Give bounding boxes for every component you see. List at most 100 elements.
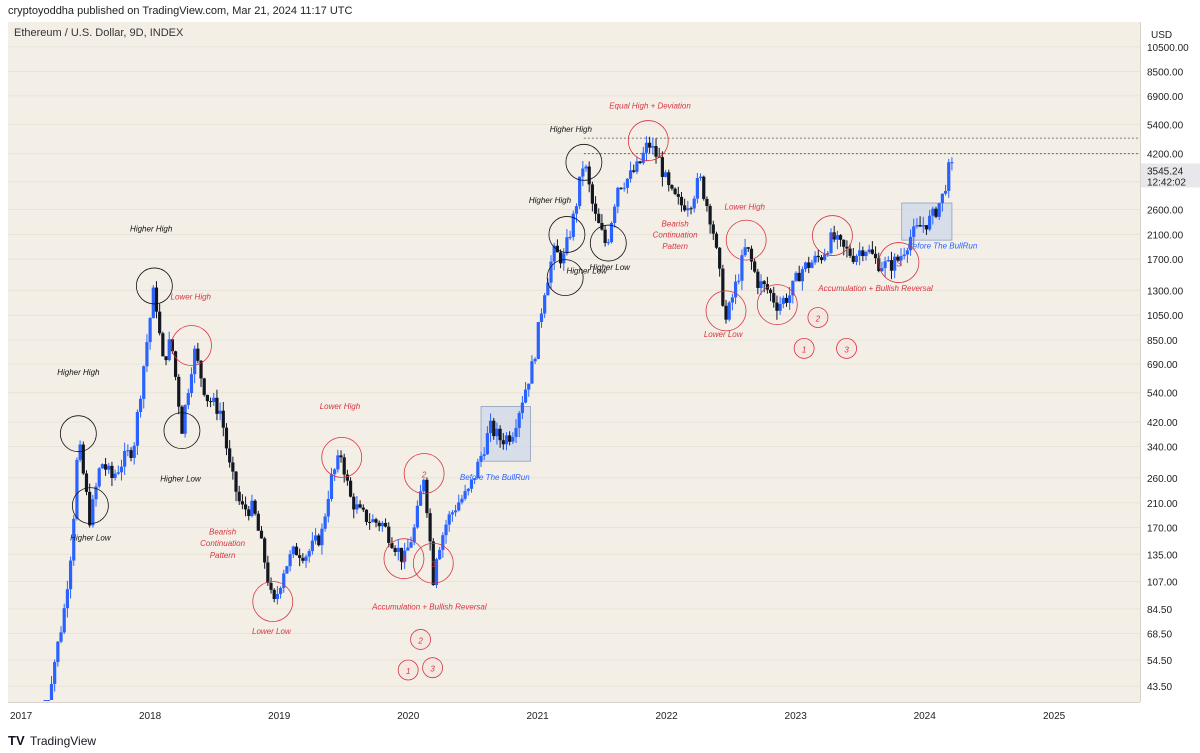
candle-body xyxy=(940,193,944,204)
candle-body xyxy=(613,206,617,223)
pivot-circle xyxy=(812,215,853,256)
candle-body xyxy=(234,471,238,492)
price-tick-label: 135.00 xyxy=(1147,550,1178,561)
annotation-label: Accumulation + Bullish Reversal xyxy=(371,603,487,612)
pattern-step-circle xyxy=(410,629,431,650)
candle-body xyxy=(816,255,820,258)
candle-body xyxy=(126,450,130,452)
candle-body xyxy=(899,256,903,261)
candle-body xyxy=(259,530,264,539)
candle-body xyxy=(78,444,82,460)
candle-body xyxy=(851,255,855,262)
pivot-circle xyxy=(878,242,920,283)
candle-body xyxy=(145,342,149,367)
candle-body xyxy=(679,196,684,206)
candle-body xyxy=(278,587,283,594)
candle-body xyxy=(571,213,575,237)
candle-body xyxy=(943,190,948,194)
candle-body xyxy=(931,208,935,216)
candle-body xyxy=(383,522,388,527)
candle-body xyxy=(819,257,824,261)
candle-body xyxy=(224,427,229,449)
pivot-circle xyxy=(59,415,97,453)
chart-pane[interactable]: 1 2 3 2 3 1 2 3 1 2 3 Higher High Higher Low Higher H… xyxy=(8,22,1140,702)
chart-canvas[interactable]: 1 2 3 2 3 1 2 3 1 2 3 Higher High Higher Low Higher H… xyxy=(8,22,1140,702)
candle-body xyxy=(285,566,289,574)
price-tick-label: 107.00 xyxy=(1147,577,1178,588)
candle-body xyxy=(622,187,626,189)
candle-body xyxy=(543,295,547,314)
candle-body xyxy=(336,455,340,470)
candle-body xyxy=(832,232,836,240)
price-tick-label: 10500.00 xyxy=(1147,43,1189,54)
candle-body xyxy=(950,162,954,164)
candle-body xyxy=(457,502,461,511)
candle-body xyxy=(342,457,346,475)
time-tick-label: 2017 xyxy=(10,711,33,722)
candle-body xyxy=(838,235,843,240)
pattern-step-label: 2 xyxy=(815,314,821,323)
candle-body xyxy=(358,504,362,508)
candle-body xyxy=(886,260,890,262)
annotation-label: Before The BullRun xyxy=(460,473,530,482)
candle-body xyxy=(673,188,677,195)
candle-body xyxy=(695,178,699,199)
annotation-label: Higher High xyxy=(550,125,593,134)
candle-body xyxy=(835,235,839,240)
tradingview-logo-icon[interactable]: TV xyxy=(8,733,25,748)
candle-body xyxy=(431,541,435,586)
price-tick-label: 43.50 xyxy=(1147,682,1172,693)
candle-body xyxy=(463,491,467,499)
candle-body xyxy=(498,428,502,441)
candle-body xyxy=(294,546,299,556)
annotation-label: Lower Low xyxy=(704,330,744,339)
candle-body xyxy=(393,548,397,552)
candle-body xyxy=(476,461,480,479)
candle-body xyxy=(228,448,232,463)
price-tick-label: 6900.00 xyxy=(1147,92,1184,103)
candle-body xyxy=(72,518,76,561)
pivot-circle xyxy=(627,120,669,161)
candle-body xyxy=(75,459,79,519)
candle-body xyxy=(390,542,394,549)
price-axis[interactable]: USD 10500.00 8500.00 6900.00 5400.00 4200.00 3… xyxy=(1140,22,1200,702)
candle-body xyxy=(151,287,155,319)
candle-body xyxy=(154,287,159,312)
candle-body xyxy=(501,440,505,445)
candle-body xyxy=(670,185,674,189)
candle-body xyxy=(921,225,925,227)
pivot-number-label: 3 xyxy=(897,260,902,269)
candle-body xyxy=(173,351,178,377)
pivot-circle xyxy=(546,259,584,297)
candle-body xyxy=(508,435,512,442)
pivot-circle xyxy=(135,267,173,305)
candle-body xyxy=(49,683,54,700)
candle-body xyxy=(775,302,779,311)
price-tick-label: 1050.00 xyxy=(1147,311,1184,322)
candle-body xyxy=(842,239,846,247)
footer-bar: TV TradingView xyxy=(0,726,1200,753)
candle-body xyxy=(441,535,445,550)
brand-name: TradingView xyxy=(30,734,97,748)
candle-body xyxy=(298,555,302,558)
candle-body xyxy=(746,247,750,249)
candle-body xyxy=(387,526,391,543)
candle-body xyxy=(908,236,913,251)
candle-body xyxy=(893,256,897,271)
candle-body xyxy=(158,311,162,334)
annotation-label: Higher High xyxy=(529,196,572,205)
candle-body xyxy=(323,516,327,529)
candle-body xyxy=(628,170,633,179)
candle-body xyxy=(934,208,938,217)
candle-body xyxy=(737,280,741,282)
candle-body xyxy=(425,479,429,514)
candle-body xyxy=(189,374,194,394)
price-tick-label: 260.00 xyxy=(1147,474,1178,485)
candle-body xyxy=(53,662,57,684)
candle-body xyxy=(291,546,295,555)
time-axis[interactable]: 2017 2018 2019 2020 2021 2022 2023 2024 2025 xyxy=(8,702,1140,727)
candle-body xyxy=(753,261,757,272)
candle-body xyxy=(724,305,728,320)
candle-body xyxy=(263,538,267,563)
candle-body xyxy=(880,268,884,271)
